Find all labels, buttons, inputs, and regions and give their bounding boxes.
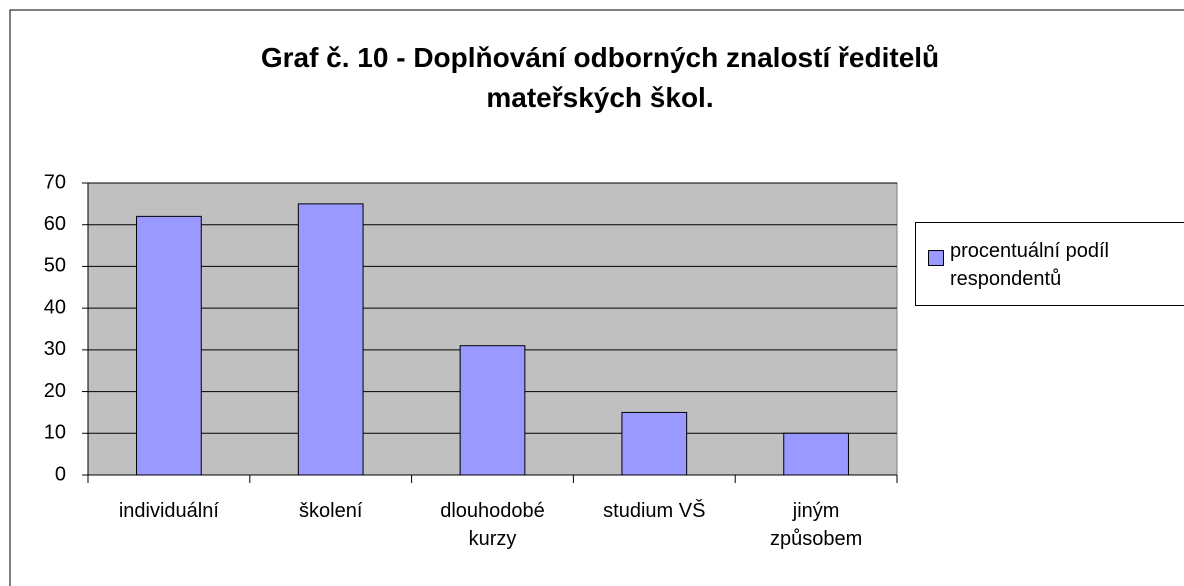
y-tick-label: 60 — [44, 213, 66, 235]
y-tick-label: 70 — [44, 171, 66, 193]
x-tick-label: jiným způsobem — [769, 500, 863, 550]
bar — [136, 215, 202, 476]
y-tick-label: 0 — [55, 463, 66, 485]
x-tick-label: studium VŠ — [603, 500, 706, 522]
x-tick-label: dlouhodobé kurzy — [440, 500, 545, 550]
y-tick-label: 30 — [44, 338, 66, 360]
bar — [297, 203, 364, 476]
bar — [783, 432, 849, 476]
y-tick-label: 40 — [44, 296, 66, 318]
x-tick-label: individuální — [118, 500, 219, 522]
y-tick-label: 50 — [44, 255, 66, 277]
legend: procentuální podíl respondentů — [915, 222, 1184, 306]
bar — [621, 411, 688, 476]
chart-title: Graf č. 10 - Doplňování odborných znalos… — [260, 42, 940, 113]
bar — [459, 345, 526, 476]
y-tick-label: 20 — [44, 380, 66, 402]
x-tick-label: školení — [299, 500, 363, 522]
legend-label: procentuální podíl respondentů — [950, 240, 1110, 290]
y-tick-label: 10 — [44, 422, 66, 444]
legend-swatch — [928, 250, 944, 266]
